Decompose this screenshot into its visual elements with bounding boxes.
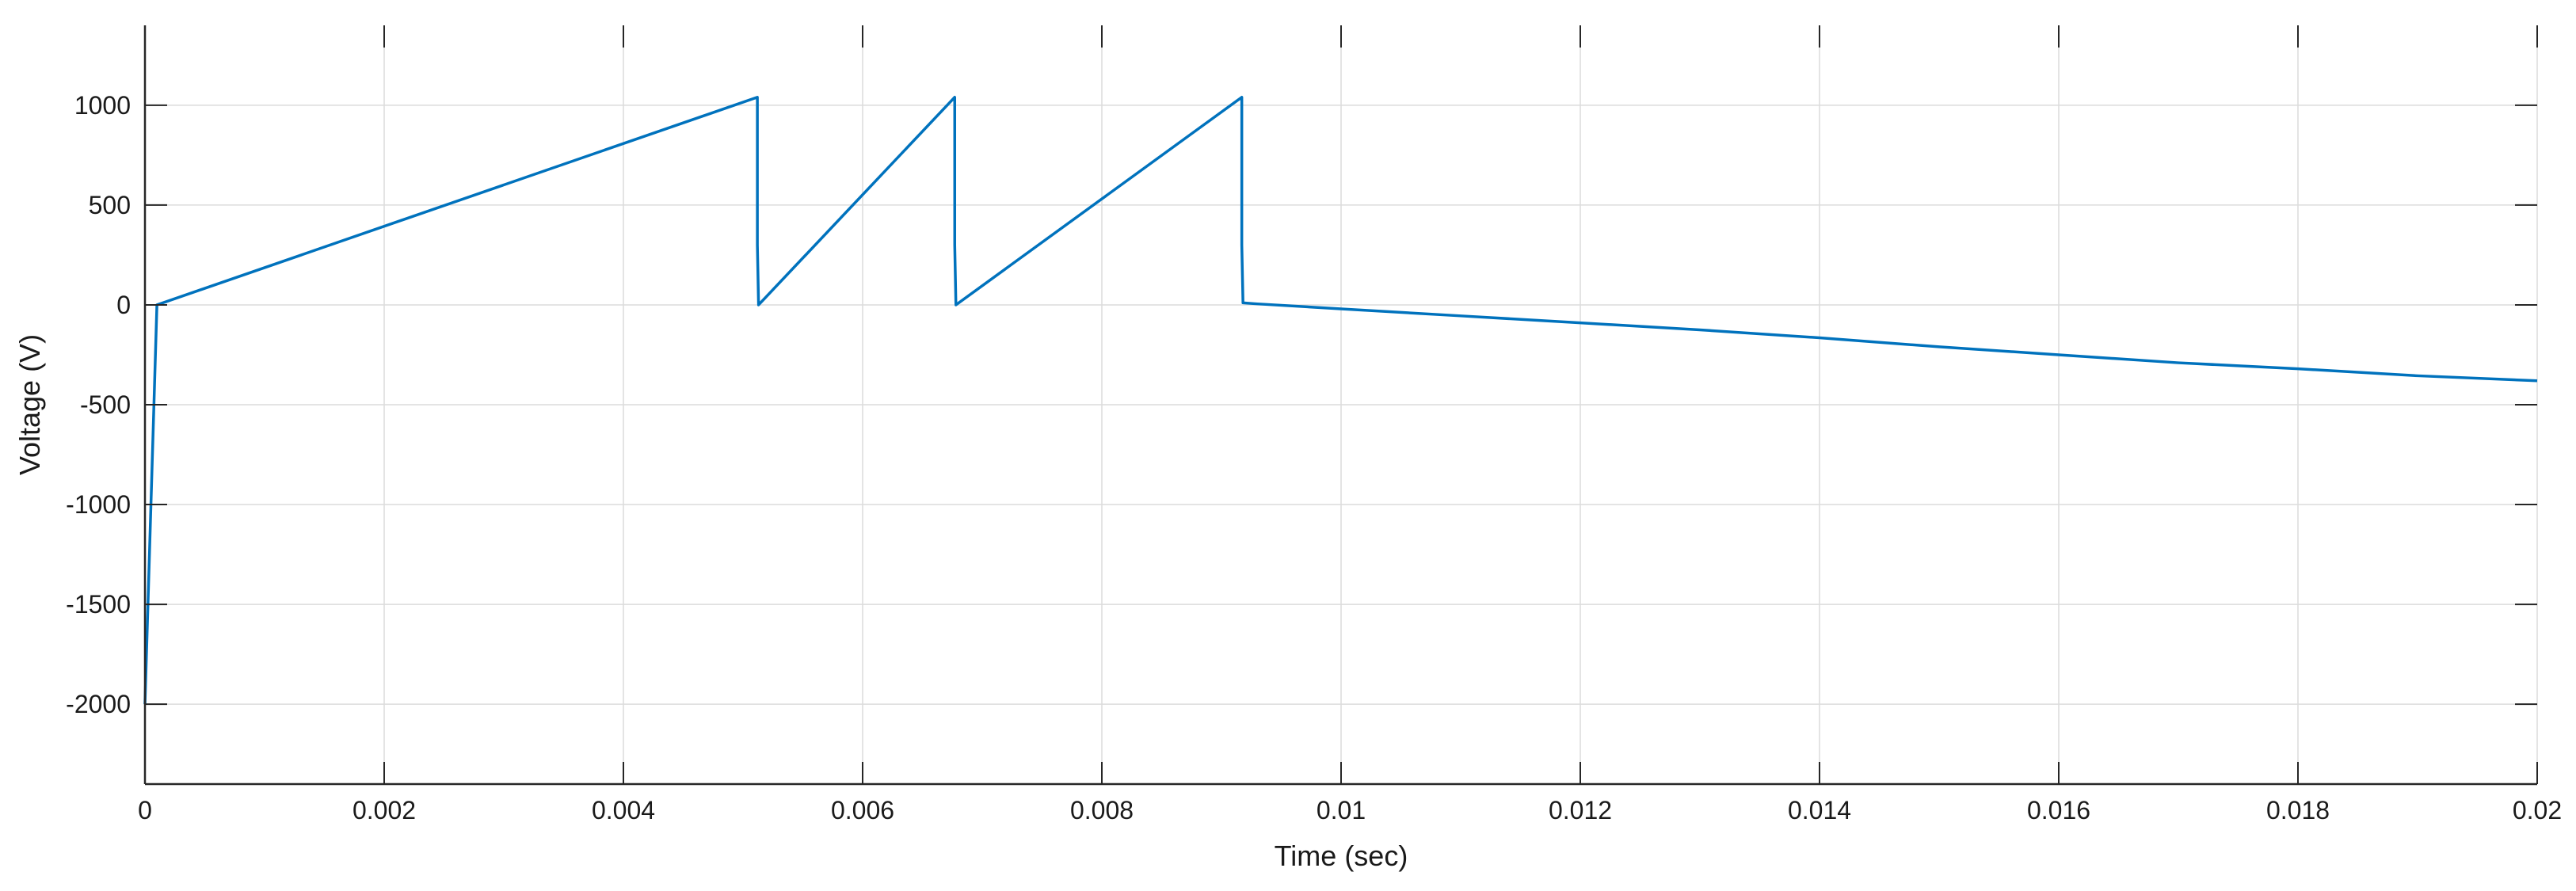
x-tick-label: 0.02 xyxy=(2513,796,2562,824)
y-tick-label: -500 xyxy=(80,390,131,419)
x-tick-label: 0.018 xyxy=(2266,796,2330,824)
y-tick-label: -1000 xyxy=(66,490,131,519)
y-tick-label: -1500 xyxy=(66,590,131,619)
voltage-series-line xyxy=(143,96,2538,705)
x-axis-title: Time (sec) xyxy=(1275,840,1408,872)
x-tick-label: 0.01 xyxy=(1317,796,1366,824)
x-tick-label: 0.008 xyxy=(1070,796,1134,824)
grid-layer xyxy=(144,25,2538,784)
x-tick-label: 0.016 xyxy=(2027,796,2090,824)
y-tick-label: 0 xyxy=(116,291,131,319)
x-tick-label: 0.004 xyxy=(592,796,655,824)
series-layer xyxy=(143,96,2538,705)
y-tick-label: 1000 xyxy=(74,91,131,120)
y-tick-label: -2000 xyxy=(66,690,131,718)
labels-layer: 0 0.002 0.004 0.006 0.008 0.01 0.012 0.014 0.016… xyxy=(66,91,2562,824)
x-tick-label: 0.014 xyxy=(1788,796,1851,824)
y-tick-label: 500 xyxy=(89,191,131,219)
y-axis-title: Voltage (V) xyxy=(13,334,46,475)
x-tick-label: 0.006 xyxy=(831,796,894,824)
x-tick-label: 0 xyxy=(138,796,152,824)
x-tick-label: 0.002 xyxy=(352,796,416,824)
x-tick-label: 0.012 xyxy=(1549,796,1612,824)
axes-layer xyxy=(143,25,2538,786)
